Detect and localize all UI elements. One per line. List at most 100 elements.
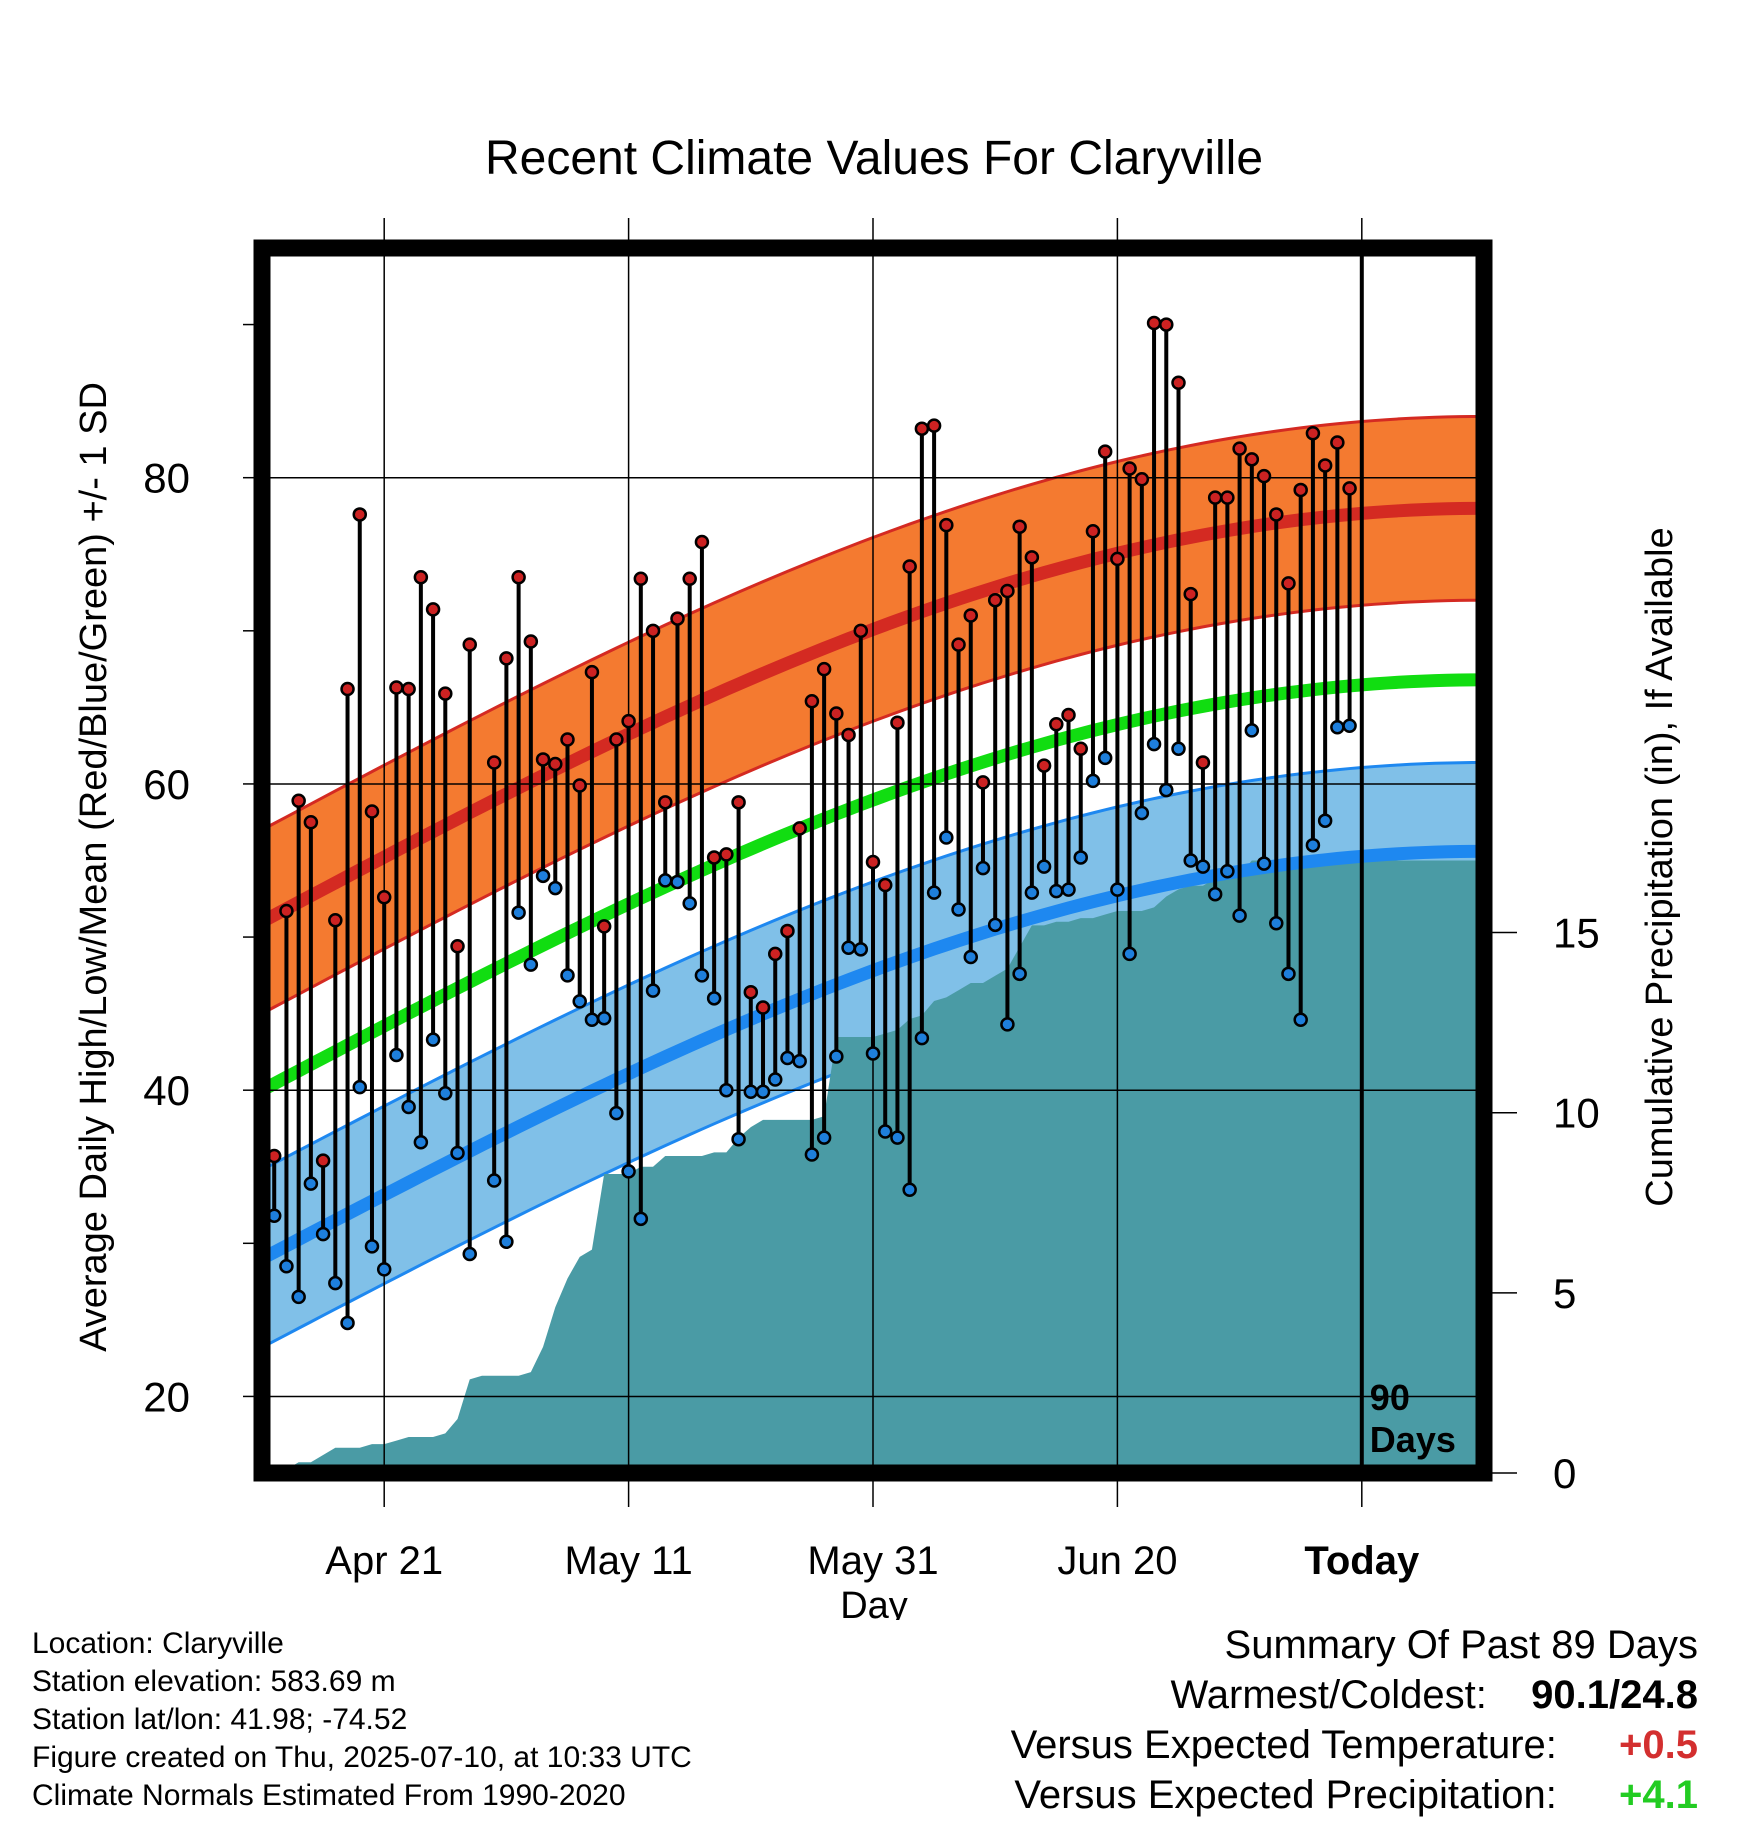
daily-low-point bbox=[767, 1072, 783, 1087]
y-right-tick-label: 5 bbox=[1553, 1270, 1576, 1317]
daily-low-point bbox=[596, 1010, 612, 1026]
daily-low-point bbox=[1134, 805, 1150, 821]
daily-low-point bbox=[1049, 883, 1064, 899]
daily-low-point bbox=[340, 1315, 355, 1331]
daily-high-point bbox=[450, 939, 465, 954]
y-axis-left-label: Average Daily High/Low/Mean (Red/Blue/Gr… bbox=[73, 382, 115, 1352]
daily-high-point bbox=[535, 752, 551, 767]
daily-high-point bbox=[1342, 481, 1357, 496]
daily-low-point bbox=[1281, 966, 1296, 982]
daily-high-point bbox=[486, 755, 502, 770]
daily-low-point bbox=[1195, 859, 1211, 874]
daily-low-point bbox=[315, 1226, 331, 1242]
daily-low-point bbox=[987, 917, 1003, 933]
warm-cold-value: 90.1/24.8 bbox=[1531, 1673, 1698, 1717]
daily-low-point bbox=[1317, 813, 1333, 828]
daily-high-point bbox=[425, 602, 441, 617]
daily-high-point bbox=[1110, 551, 1125, 567]
station-info: Location: Claryville Station elevation: … bbox=[32, 1625, 692, 1815]
daily-high-point bbox=[1256, 468, 1272, 484]
temp-row: Versus Expected Temperature: +0.5 bbox=[1011, 1720, 1698, 1770]
created-text: Figure created on Thu, 2025-07-10, at 10… bbox=[32, 1741, 692, 1774]
daily-low-point bbox=[389, 1047, 404, 1063]
daily-low-point bbox=[548, 880, 563, 896]
daily-high-point bbox=[1012, 519, 1027, 534]
daily-high-point bbox=[1330, 435, 1345, 450]
daily-high-point bbox=[1305, 426, 1321, 441]
daily-high-point bbox=[1000, 583, 1015, 599]
daily-high-point bbox=[609, 732, 624, 747]
chart-title: Recent Climate Values For Claryville bbox=[485, 132, 1263, 185]
daily-high-point bbox=[1293, 482, 1308, 498]
daily-high-point bbox=[438, 686, 453, 701]
daily-high-point bbox=[413, 569, 429, 585]
daily-high-point bbox=[914, 421, 930, 436]
daily-high-point bbox=[670, 611, 685, 626]
daily-high-point bbox=[890, 715, 905, 730]
climate-chart: Recent Climate Values For Claryville 90D… bbox=[73, 132, 1681, 1620]
daily-low-point bbox=[743, 1084, 759, 1099]
daily-high-point bbox=[1269, 507, 1284, 522]
daily-low-point bbox=[352, 1079, 368, 1095]
daily-low-point bbox=[939, 830, 954, 845]
daily-low-point bbox=[279, 1259, 294, 1274]
daily-low-point bbox=[1110, 882, 1125, 897]
daily-high-point bbox=[352, 507, 368, 522]
daily-high-point bbox=[731, 795, 746, 810]
daily-low-point bbox=[364, 1239, 380, 1254]
summary-panel: Summary Of Past 89 Days Warmest/Coldest:… bbox=[1011, 1620, 1698, 1820]
daily-high-point bbox=[1195, 755, 1211, 770]
daily-high-point bbox=[1183, 586, 1198, 602]
daily-low-point bbox=[670, 874, 685, 890]
daily-low-point bbox=[694, 968, 710, 983]
daily-low-point bbox=[1269, 916, 1284, 931]
daily-high-point bbox=[548, 756, 563, 772]
daily-low-point bbox=[682, 896, 697, 911]
daily-high-point bbox=[1317, 458, 1333, 473]
daily-high-point bbox=[1049, 716, 1064, 732]
daily-high-point bbox=[841, 727, 856, 743]
daily-high-point bbox=[1024, 550, 1040, 565]
daily-high-point bbox=[1159, 317, 1174, 332]
daily-low-point bbox=[450, 1145, 465, 1161]
daily-low-point bbox=[706, 991, 722, 1006]
warm-cold-row: Warmest/Coldest: 90.1/24.8 bbox=[1011, 1670, 1699, 1720]
daily-high-point bbox=[792, 821, 807, 836]
location-text: Location: Claryville bbox=[32, 1627, 284, 1660]
daily-high-point bbox=[596, 919, 612, 934]
daily-high-point bbox=[682, 571, 697, 586]
daily-high-point bbox=[1232, 441, 1247, 456]
daily-low-point bbox=[1097, 750, 1113, 766]
daily-low-point bbox=[1330, 720, 1345, 735]
daily-high-point bbox=[1134, 471, 1150, 487]
daily-high-point bbox=[755, 1000, 771, 1015]
daily-low-point bbox=[425, 1032, 441, 1047]
daily-high-point bbox=[975, 775, 991, 790]
elevation-text: Station elevation: 583.69 m bbox=[32, 1665, 396, 1698]
daily-high-point bbox=[743, 984, 759, 1000]
daily-low-point bbox=[291, 1289, 306, 1305]
x-tick-label: Apr 21 bbox=[325, 1539, 443, 1583]
precip-value: +4.1 bbox=[1619, 1773, 1698, 1817]
daily-high-point bbox=[694, 534, 710, 550]
daily-low-point bbox=[1342, 718, 1357, 733]
daily-high-point bbox=[499, 651, 514, 666]
x-tick-label: May 31 bbox=[807, 1539, 938, 1583]
daily-high-point bbox=[767, 946, 783, 962]
daily-low-point bbox=[413, 1135, 429, 1150]
daily-high-point bbox=[902, 559, 917, 574]
daily-high-point bbox=[658, 795, 673, 810]
y-right-tick-label: 0 bbox=[1553, 1450, 1576, 1497]
daily-low-point bbox=[499, 1234, 514, 1250]
daily-high-point bbox=[560, 732, 575, 747]
temp-label: Versus Expected Temperature: bbox=[1010, 1723, 1557, 1767]
daily-low-point bbox=[1146, 736, 1162, 752]
y-left-tick-label: 80 bbox=[143, 455, 190, 502]
daily-high-point bbox=[462, 637, 477, 652]
daily-high-point bbox=[1097, 444, 1113, 459]
daily-high-point bbox=[804, 694, 820, 709]
daily-high-point bbox=[645, 623, 661, 639]
y-axis-right-label: Cumulative Precipitation (in), If Availa… bbox=[1639, 527, 1681, 1206]
x-tick-label: May 11 bbox=[564, 1539, 692, 1583]
